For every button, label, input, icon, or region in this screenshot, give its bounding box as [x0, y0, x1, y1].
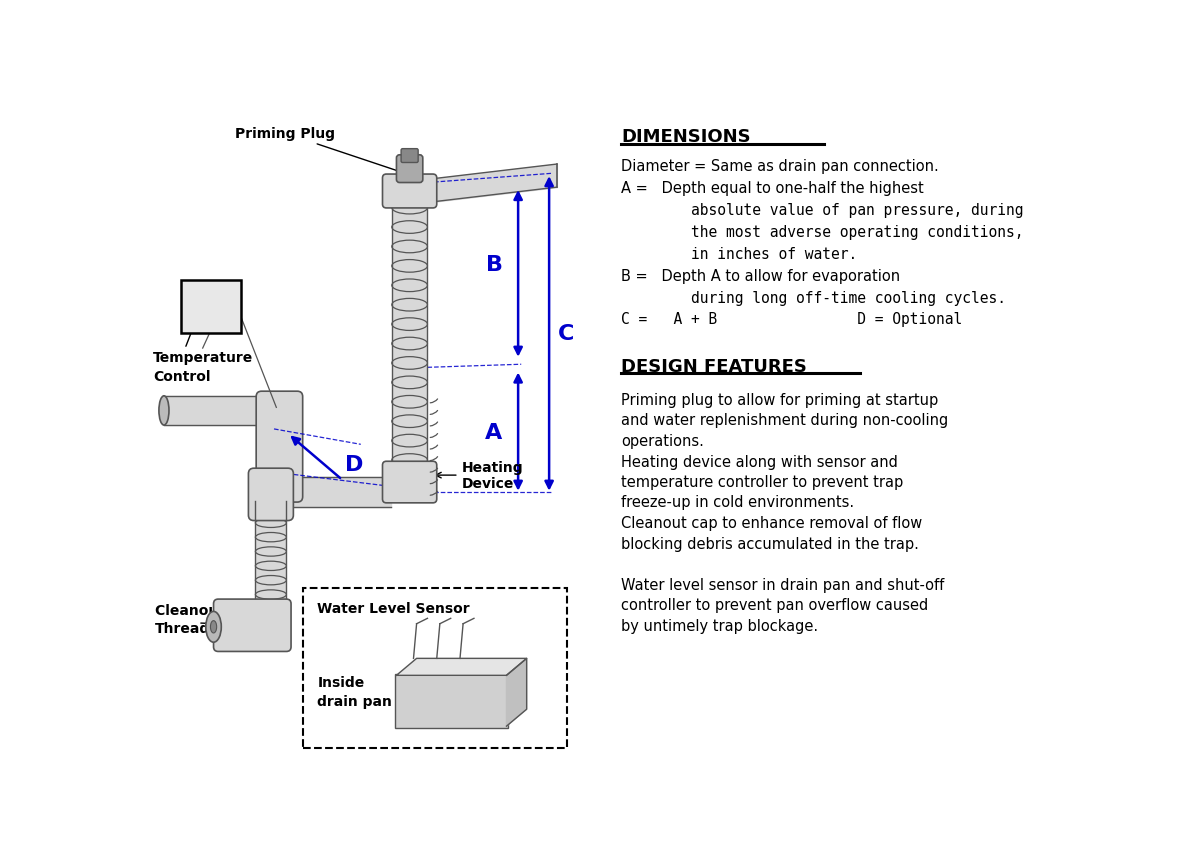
Polygon shape [396, 659, 527, 676]
Ellipse shape [391, 376, 427, 389]
FancyArrowPatch shape [431, 411, 438, 415]
FancyArrowPatch shape [431, 423, 438, 426]
FancyBboxPatch shape [395, 674, 508, 728]
Ellipse shape [391, 338, 427, 350]
Text: A: A [485, 422, 503, 442]
Ellipse shape [391, 435, 427, 448]
FancyArrowPatch shape [431, 400, 438, 403]
FancyArrowPatch shape [431, 434, 438, 438]
Ellipse shape [391, 241, 427, 253]
Text: during long off-time cooling cycles.: during long off-time cooling cycles. [622, 290, 1007, 305]
Ellipse shape [256, 518, 287, 528]
Text: A =   Depth equal to one-half the highest: A = Depth equal to one-half the highest [622, 181, 924, 195]
FancyArrowPatch shape [431, 446, 438, 449]
Ellipse shape [391, 299, 427, 312]
Text: DESIGN FEATURES: DESIGN FEATURES [622, 357, 808, 375]
Text: D: D [346, 455, 364, 474]
Ellipse shape [391, 415, 427, 428]
Text: Cleanout Cap,
Threaded: Cleanout Cap, Threaded [155, 604, 264, 635]
Ellipse shape [391, 357, 427, 370]
Text: Heating
Device: Heating Device [436, 461, 523, 491]
Text: B =   Depth A to allow for evaporation: B = Depth A to allow for evaporation [622, 269, 900, 283]
Polygon shape [506, 659, 527, 727]
FancyArrowPatch shape [431, 457, 438, 461]
Bar [391, 199, 427, 470]
Ellipse shape [391, 260, 427, 273]
Text: absolute value of pan pressure, during: absolute value of pan pressure, during [622, 202, 1024, 218]
FancyBboxPatch shape [396, 156, 422, 183]
Text: Priming plug to allow for priming at startup
and water replenishment during non-: Priming plug to allow for priming at sta… [622, 393, 948, 449]
FancyArrowPatch shape [431, 492, 438, 496]
Text: B: B [486, 255, 503, 275]
FancyBboxPatch shape [214, 599, 292, 652]
Ellipse shape [256, 533, 287, 542]
FancyBboxPatch shape [256, 392, 302, 503]
Text: in inches of water.: in inches of water. [622, 246, 858, 262]
Text: C =   A + B                D = Optional: C = A + B D = Optional [622, 313, 962, 327]
Ellipse shape [391, 396, 427, 409]
Ellipse shape [391, 455, 427, 467]
FancyBboxPatch shape [383, 461, 437, 504]
Ellipse shape [256, 604, 287, 614]
Text: Heating device along with sensor and
temperature controller to prevent trap
free: Heating device along with sensor and tem… [622, 454, 904, 510]
Text: Water Level Sensor: Water Level Sensor [317, 601, 470, 615]
Ellipse shape [391, 202, 427, 214]
Ellipse shape [391, 280, 427, 292]
Ellipse shape [391, 221, 427, 234]
Text: Diameter = Same as drain pan connection.: Diameter = Same as drain pan connection. [622, 158, 938, 174]
FancyArrowPatch shape [431, 480, 438, 484]
Ellipse shape [256, 576, 287, 585]
Ellipse shape [391, 319, 427, 331]
Text: DIMENSIONS: DIMENSIONS [622, 128, 751, 146]
Text: C: C [558, 324, 574, 344]
FancyBboxPatch shape [401, 150, 418, 164]
Bar [256, 502, 287, 616]
Text: the most adverse operating conditions,: the most adverse operating conditions, [622, 225, 1024, 239]
FancyArrowPatch shape [431, 468, 438, 473]
Text: Inside
drain pan: Inside drain pan [317, 676, 392, 708]
Text: Water level sensor in drain pan and shut-off
controller to prevent pan overflow : Water level sensor in drain pan and shut… [622, 577, 944, 633]
FancyBboxPatch shape [181, 280, 241, 333]
Ellipse shape [256, 548, 287, 556]
FancyBboxPatch shape [383, 175, 437, 208]
Ellipse shape [256, 561, 287, 571]
Text: Cleanout cap to enhance removal of flow
blocking debris accumulated in the trap.: Cleanout cap to enhance removal of flow … [622, 516, 923, 551]
FancyBboxPatch shape [304, 588, 566, 748]
Ellipse shape [206, 611, 221, 642]
Ellipse shape [158, 396, 169, 425]
FancyBboxPatch shape [248, 468, 293, 521]
Ellipse shape [256, 505, 287, 513]
Ellipse shape [256, 590, 287, 599]
Ellipse shape [210, 621, 217, 633]
Text: Temperature
Control: Temperature Control [154, 351, 253, 383]
Text: Priming Plug: Priming Plug [235, 127, 406, 175]
